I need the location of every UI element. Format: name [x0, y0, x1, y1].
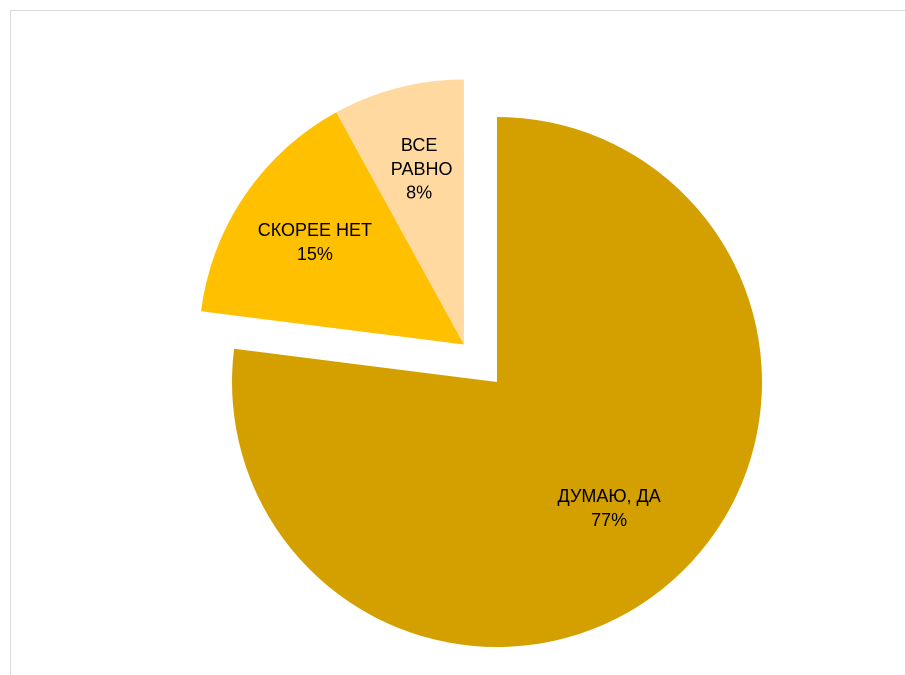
- category-label: СКОРЕЕ НЕТ: [258, 220, 372, 240]
- category-label: ДУМАЮ, ДА: [558, 486, 661, 506]
- value-label: 15%: [297, 244, 333, 264]
- data-label: ДУМАЮ, ДА 77%: [558, 486, 661, 530]
- value-label: 77%: [591, 510, 627, 530]
- pie-slice: [201, 112, 464, 345]
- pie-slice: [336, 79, 464, 345]
- data-label: ВСЕ РАВНО 8%: [386, 135, 453, 203]
- value-label: 8%: [406, 183, 432, 203]
- category-label: ВСЕ РАВНО: [386, 135, 453, 179]
- pie-slice: [231, 117, 762, 647]
- data-label: СКОРЕЕ НЕТ 15%: [258, 220, 372, 264]
